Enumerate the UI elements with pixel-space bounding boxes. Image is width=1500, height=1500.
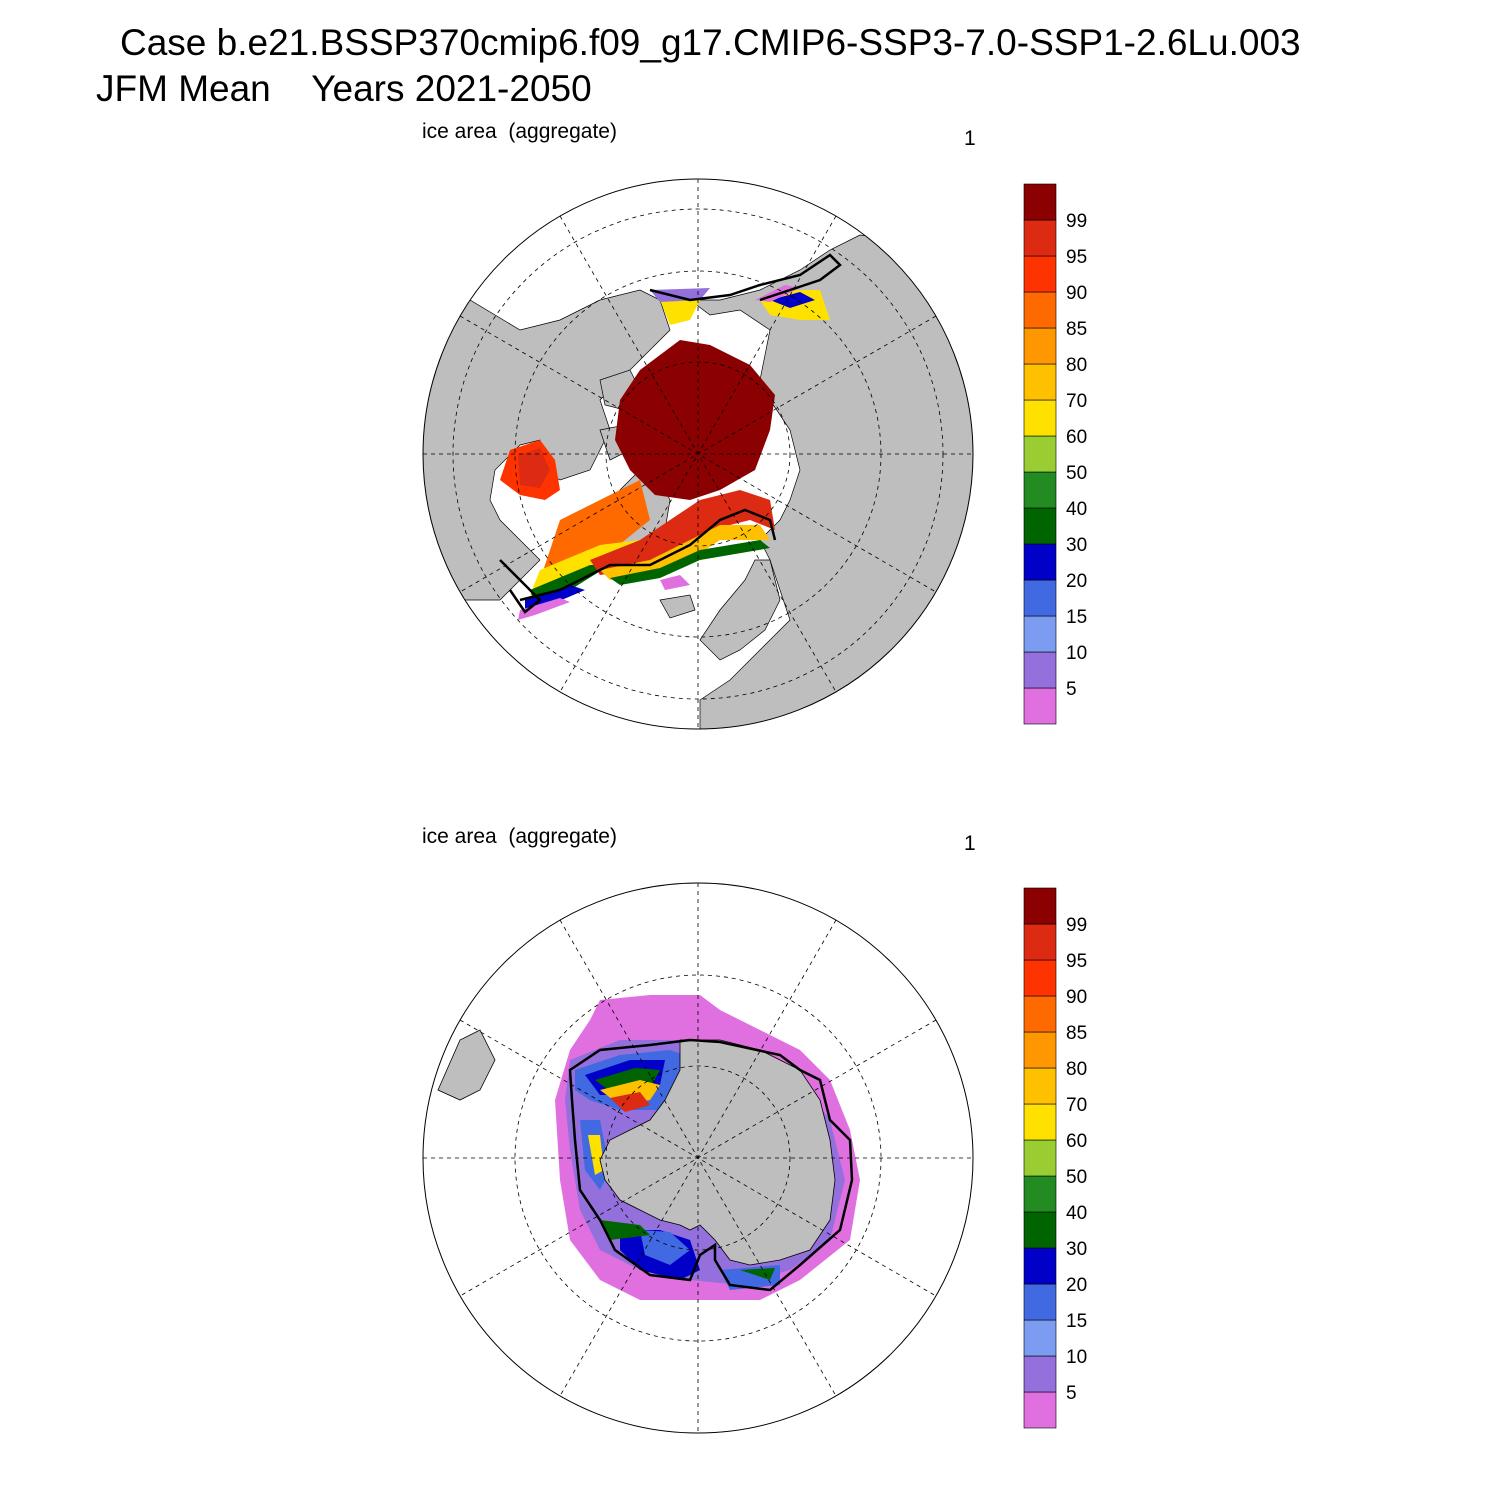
north-colorbar-label: 15 <box>1066 607 1087 628</box>
south-colorbar-label: 95 <box>1066 951 1087 972</box>
south-colorbar-box <box>1023 1067 1057 1105</box>
south-colorbar-label: 30 <box>1066 1239 1087 1260</box>
north-colorbar-label: 90 <box>1066 283 1087 304</box>
south-colorbar-box <box>1023 1247 1057 1285</box>
south-polar-map <box>422 882 974 1434</box>
north-colorbar-label: 50 <box>1066 463 1087 484</box>
north-colorbar-box <box>1023 183 1057 221</box>
south-colorbar-box <box>1023 1031 1057 1069</box>
north-colorbar-box <box>1023 615 1057 653</box>
north-colorbar-box <box>1023 219 1057 257</box>
south-colorbar-box <box>1023 1391 1057 1429</box>
south-colorbar-label: 90 <box>1066 987 1087 1008</box>
north-colorbar-box <box>1023 651 1057 689</box>
north-colorbar-box <box>1023 291 1057 329</box>
south-map-border <box>422 882 974 1434</box>
north-colorbar-box <box>1023 543 1057 581</box>
south-colorbar-label: 15 <box>1066 1311 1087 1332</box>
south-colorbar-label: 20 <box>1066 1275 1087 1296</box>
north-colorbar-label: 80 <box>1066 355 1087 376</box>
north-polar-map <box>422 178 974 730</box>
north-colorbar-label: 30 <box>1066 535 1087 556</box>
figure-title-period: JFM Mean Years 2021-2050 <box>96 68 592 109</box>
south-colorbar-box <box>1023 1355 1057 1393</box>
south-land <box>437 1029 836 1266</box>
figure-title-case: Case b.e21.BSSP370cmip6.f09_g17.CMIP6-SS… <box>120 22 1301 63</box>
south-panel-number: 1 <box>964 832 976 855</box>
south-colorbar-label: 85 <box>1066 1023 1087 1044</box>
south-panel-label: ice area (aggregate) <box>422 825 617 848</box>
south-colorbar-box <box>1023 1103 1057 1141</box>
south-colorbar-box <box>1023 887 1057 925</box>
north-colorbar-label: 10 <box>1066 643 1087 664</box>
south-colorbar-label: 40 <box>1066 1203 1087 1224</box>
north-colorbar-label: 70 <box>1066 391 1087 412</box>
north-land <box>423 234 973 729</box>
north-panel-number: 1 <box>964 127 976 150</box>
south-colorbar-box <box>1023 1211 1057 1249</box>
north-colorbar-label: 60 <box>1066 427 1087 448</box>
north-colorbar-box <box>1023 363 1057 401</box>
south-ice-edge <box>568 1038 854 1292</box>
north-colorbar-label: 20 <box>1066 571 1087 592</box>
south-colorbar-box <box>1023 1283 1057 1321</box>
north-map-border <box>422 178 974 730</box>
south-colorbar-label: 50 <box>1066 1167 1087 1188</box>
south-colorbar-label: 70 <box>1066 1095 1087 1116</box>
north-colorbar-box <box>1023 435 1057 473</box>
south-colorbar-box <box>1023 1175 1057 1213</box>
north-colorbar-box <box>1023 399 1057 437</box>
south-colorbar-label: 10 <box>1066 1347 1087 1368</box>
north-graticule <box>423 179 973 729</box>
south-colorbar-box <box>1023 959 1057 997</box>
north-ice-edge <box>499 253 842 614</box>
north-colorbar-box <box>1023 255 1057 293</box>
north-colorbar: 5 10 15 20 30 40 50 60 70 80 85 90 95 99 <box>1023 183 1087 725</box>
north-colorbar-box <box>1023 579 1057 617</box>
north-colorbar-label: 5 <box>1066 679 1077 700</box>
north-colorbar-box <box>1023 687 1057 725</box>
south-colorbar: 5 10 15 20 30 40 50 60 70 80 85 90 95 99 <box>1023 887 1087 1429</box>
south-colorbar-box <box>1023 923 1057 961</box>
south-colorbar-label: 60 <box>1066 1131 1087 1152</box>
north-colorbar-box <box>1023 327 1057 365</box>
south-colorbar-label: 5 <box>1066 1383 1077 1404</box>
south-colorbar-box <box>1023 1319 1057 1357</box>
south-colorbar-label: 99 <box>1066 915 1087 936</box>
north-colorbar-box <box>1023 471 1057 509</box>
south-colorbar-box <box>1023 1139 1057 1177</box>
north-colorbar-label: 99 <box>1066 211 1087 232</box>
south-graticule <box>423 883 973 1433</box>
north-colorbar-label: 40 <box>1066 499 1087 520</box>
north-colorbar-box <box>1023 507 1057 545</box>
south-colorbar-box <box>1023 995 1057 1033</box>
north-colorbar-label: 95 <box>1066 247 1087 268</box>
south-colorbar-label: 80 <box>1066 1059 1087 1080</box>
north-colorbar-label: 85 <box>1066 319 1087 340</box>
north-panel-label: ice area (aggregate) <box>422 120 617 143</box>
